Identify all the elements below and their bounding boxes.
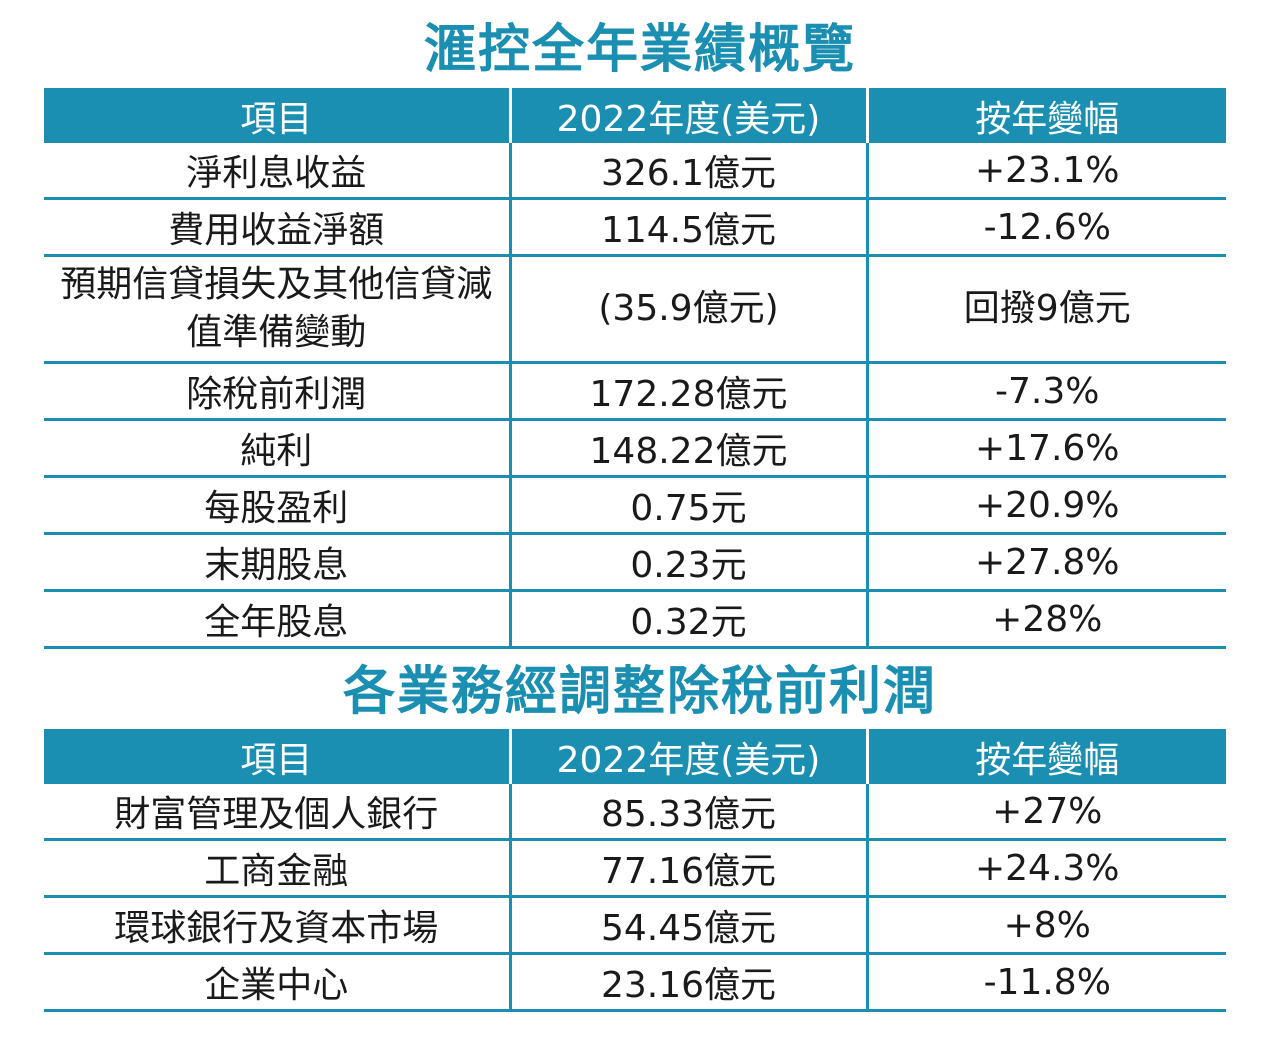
table-row: 環球銀行及資本市場 54.45億元 +8%: [44, 895, 1226, 954]
column-header-change: 按年變幅: [865, 729, 1226, 784]
row-value: 85.33億元: [508, 784, 867, 840]
overview-table: 項目 2022年度(美元) 按年變幅 淨利息收益 326.1億元 +23.1% …: [44, 88, 1226, 649]
segments-table: 項目 2022年度(美元) 按年變幅 財富管理及個人銀行 85.33億元 +27…: [44, 729, 1226, 1012]
table-row: 全年股息 0.32元 +28%: [44, 589, 1226, 649]
row-change: +20.9%: [865, 475, 1226, 534]
row-change: -11.8%: [865, 952, 1226, 1012]
row-change: +27%: [865, 784, 1226, 840]
row-item: 每股盈利: [44, 475, 510, 534]
row-item: 財富管理及個人銀行: [44, 784, 510, 840]
row-value: 114.5億元: [508, 197, 867, 256]
column-header-change: 按年變幅: [865, 88, 1226, 143]
table-row: 財富管理及個人銀行 85.33億元 +27%: [44, 784, 1226, 840]
row-value: 148.22億元: [508, 418, 867, 477]
row-change: +27.8%: [865, 532, 1226, 591]
column-header-value: 2022年度(美元): [508, 729, 867, 784]
row-value: 0.23元: [508, 532, 867, 591]
row-value: 23.16億元: [508, 952, 867, 1012]
row-value: 172.28億元: [508, 361, 867, 420]
row-item: 工商金融: [44, 838, 510, 897]
row-value: (35.9億元): [508, 254, 867, 363]
row-value: 54.45億元: [508, 895, 867, 954]
row-item: 環球銀行及資本市場: [44, 895, 510, 954]
row-item: 除稅前利潤: [44, 361, 510, 420]
column-header-item: 項目: [44, 729, 510, 784]
overview-title: 滙控全年業績概覽: [423, 20, 856, 80]
table-row: 末期股息 0.23元 +27.8%: [44, 532, 1226, 591]
row-item: 純利: [44, 418, 510, 477]
row-change: -7.3%: [865, 361, 1226, 420]
row-value: 0.32元: [508, 589, 867, 649]
row-value: 0.75元: [508, 475, 867, 534]
row-item: 末期股息: [44, 532, 510, 591]
table-row: 企業中心 23.16億元 -11.8%: [44, 952, 1226, 1012]
row-change: +23.1%: [865, 143, 1226, 199]
row-change: +8%: [865, 895, 1226, 954]
row-change: +17.6%: [865, 418, 1226, 477]
table-row: 除稅前利潤 172.28億元 -7.3%: [44, 361, 1226, 420]
table-header-row: 項目 2022年度(美元) 按年變幅: [44, 729, 1226, 784]
column-header-value: 2022年度(美元): [508, 88, 867, 143]
row-value: 326.1億元: [508, 143, 867, 199]
row-item: 預期信貸損失及其他信貸減值準備變動: [44, 254, 510, 363]
row-change: -12.6%: [865, 197, 1226, 256]
table-row: 純利 148.22億元 +17.6%: [44, 418, 1226, 477]
table-header-row: 項目 2022年度(美元) 按年變幅: [44, 88, 1226, 143]
row-item: 全年股息: [44, 589, 510, 649]
row-change: +28%: [865, 589, 1226, 649]
table-row: 淨利息收益 326.1億元 +23.1%: [44, 143, 1226, 199]
row-change: +24.3%: [865, 838, 1226, 897]
segments-title: 各業務經調整除稅前利潤: [342, 662, 937, 722]
row-change: 回撥9億元: [865, 254, 1226, 363]
row-value: 77.16億元: [508, 838, 867, 897]
table-row: 每股盈利 0.75元 +20.9%: [44, 475, 1226, 534]
row-item: 費用收益淨額: [44, 197, 510, 256]
table-row: 工商金融 77.16億元 +24.3%: [44, 838, 1226, 897]
row-item: 企業中心: [44, 952, 510, 1012]
table-row: 預期信貸損失及其他信貸減值準備變動 (35.9億元) 回撥9億元: [44, 254, 1226, 363]
column-header-item: 項目: [44, 88, 510, 143]
table-row: 費用收益淨額 114.5億元 -12.6%: [44, 197, 1226, 256]
row-item: 淨利息收益: [44, 143, 510, 199]
